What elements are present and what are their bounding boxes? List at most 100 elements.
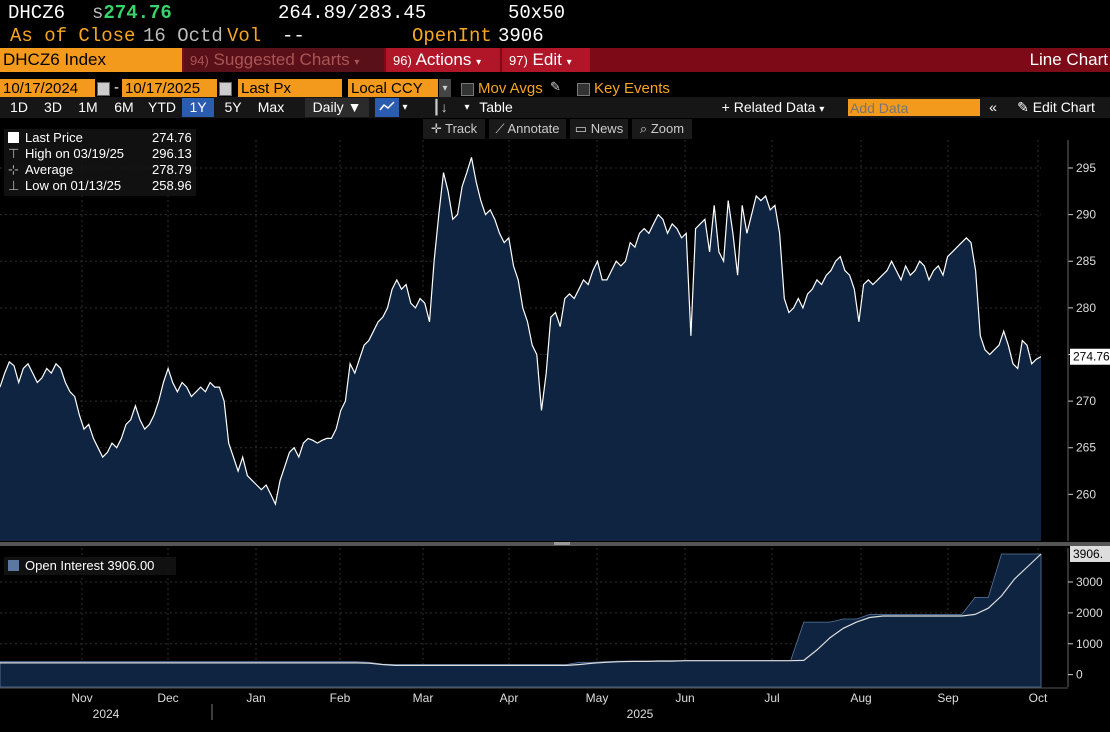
- legend-row-avg: ⊹ Average 278.79: [8, 162, 194, 178]
- period-button-6m[interactable]: 6M: [114, 99, 134, 115]
- price-tick-label: 260: [1076, 487, 1096, 501]
- news-label: News: [590, 121, 624, 136]
- legend-avg-value: 278.79: [152, 162, 192, 177]
- legend-low-label: Low on 01/13/25: [25, 178, 122, 193]
- edit-chart-button[interactable]: ✎ Edit Chart: [1008, 98, 1104, 117]
- price-line: [0, 157, 1042, 506]
- annotate-label: Annotate: [507, 121, 560, 136]
- track-tool[interactable]: ✛ Track: [423, 119, 485, 139]
- field-select[interactable]: Last Px: [238, 79, 342, 98]
- suggested-num: 94): [190, 53, 209, 68]
- x-tick-label: Dec: [157, 691, 178, 705]
- actions-button[interactable]: 96) Actions ▾: [386, 48, 500, 72]
- key-events-label: Key Events: [594, 80, 670, 97]
- oi-area-fill: [0, 553, 1042, 688]
- zoom-tool[interactable]: ⌕ Zoom: [632, 119, 692, 139]
- legend-high-value: 296.13: [152, 146, 192, 161]
- average-marker-icon: ⊹: [8, 162, 19, 177]
- x-tick-label: Feb: [330, 691, 351, 705]
- line-chart-icon[interactable]: [375, 98, 399, 117]
- bar-style-dropdown-icon[interactable]: ▾: [464, 102, 470, 113]
- last-price: s274.76: [92, 2, 172, 24]
- pencil-icon[interactable]: ✎: [550, 79, 561, 94]
- date-dash: -: [114, 79, 119, 96]
- chart-style-dropdown-icon[interactable]: ▾: [402, 102, 408, 113]
- legend-last-value: 274.76: [152, 130, 192, 145]
- period-button-1m[interactable]: 1M: [78, 99, 98, 115]
- period-button-1y[interactable]: 1Y: [182, 98, 214, 117]
- openint-label: OpenInt: [412, 25, 492, 47]
- related-data-label: Related Data: [733, 99, 816, 115]
- legend-high-label: High on 03/19/25: [25, 146, 125, 161]
- price-axis: 260265270275280285290295274.76: [0, 140, 1110, 546]
- suggested-charts-button[interactable]: 94) Suggested Charts ▾: [184, 48, 384, 72]
- oi-tick-label: 0: [1076, 668, 1083, 682]
- high-marker-icon: ⊤: [8, 146, 20, 161]
- start-date-field[interactable]: 10/17/2024: [0, 79, 95, 98]
- bar-chart-icon[interactable]: ┃↓: [432, 99, 448, 115]
- security-field[interactable]: DHCZ6 Index: [0, 48, 182, 72]
- period-button-3d[interactable]: 3D: [44, 99, 62, 115]
- price-tick-label: 285: [1076, 254, 1096, 268]
- x-tick-label: Nov: [71, 691, 92, 705]
- chart-type-title: Line Chart: [1029, 50, 1108, 69]
- x-tick-label: Jun: [675, 691, 694, 705]
- calendar-icon[interactable]: [97, 82, 110, 96]
- period-button-max[interactable]: Max: [257, 99, 285, 115]
- calendar-icon[interactable]: [219, 82, 232, 96]
- currency-select[interactable]: Local CCY: [348, 79, 438, 98]
- last-oi-marker-label: 3906.: [1073, 547, 1103, 561]
- period-button-5y[interactable]: 5Y: [224, 99, 242, 115]
- x-tick-label: Apr: [500, 691, 519, 705]
- x-tick-label: Oct: [1029, 691, 1048, 705]
- period-bar: [0, 97, 1110, 118]
- oi-tick-label: 3000: [1076, 575, 1103, 589]
- period-button-ytd[interactable]: YTD: [148, 99, 176, 115]
- vol-value: --: [282, 25, 305, 47]
- legend-avg-label: Average: [25, 162, 74, 177]
- last-oi-marker: [1070, 545, 1110, 562]
- vol-label: Vol: [227, 25, 262, 47]
- last-price-value: 274.76: [103, 2, 172, 24]
- price-tick-label: 295: [1076, 161, 1096, 175]
- key-events-checkbox[interactable]: [577, 83, 590, 96]
- actions-label: Actions: [415, 50, 472, 69]
- x-tick-label: Jan: [246, 691, 265, 705]
- currency-dropdown-icon[interactable]: ▾: [439, 79, 451, 98]
- year-label: 2024: [93, 707, 120, 721]
- annotate-tool[interactable]: ⟋ Annotate: [489, 119, 566, 139]
- year-label: 2025: [627, 707, 654, 721]
- related-data-button[interactable]: + Related Data ▾: [713, 98, 833, 117]
- x-tick-label: Jul: [764, 691, 779, 705]
- oi-tick-label: 2000: [1076, 606, 1103, 620]
- last-price-marker-label: 274.76: [1073, 350, 1110, 364]
- news-tool[interactable]: ▭ News: [570, 119, 628, 139]
- frequency-select[interactable]: Daily ▼: [305, 98, 369, 117]
- add-data-input[interactable]: [848, 99, 980, 116]
- track-label: Track: [445, 121, 478, 136]
- edit-button[interactable]: 97) Edit ▾: [502, 48, 590, 72]
- chevron-down-icon: ▾: [354, 57, 360, 68]
- legend-swatch-blue: [8, 560, 19, 571]
- edit-label: Edit: [532, 50, 562, 69]
- price-prefix: s: [92, 2, 104, 24]
- period-button-1d[interactable]: 1D: [10, 99, 28, 115]
- x-tick-label: Sep: [937, 691, 959, 705]
- legend-row-low: ⊥ Low on 01/13/25 258.96: [8, 178, 194, 194]
- panel-resize-handle: [554, 542, 570, 545]
- as-of-label: As of Close: [10, 25, 136, 47]
- price-tick-label: 280: [1076, 301, 1096, 315]
- price-tick-label: 265: [1076, 441, 1096, 455]
- collapse-icon[interactable]: «: [989, 99, 997, 115]
- x-axis: Nov Dec Jan Feb Mar Apr May Jun Jul Aug Sep Oct 2024…: [0, 687, 1068, 721]
- table-button[interactable]: Table: [479, 99, 513, 115]
- end-date-field[interactable]: 10/17/2025: [122, 79, 217, 98]
- edit-num: 97): [509, 53, 528, 68]
- plus-icon: +: [721, 99, 730, 115]
- caret-down-icon: ▼: [347, 99, 362, 115]
- frequency-label: Daily: [312, 99, 344, 115]
- mov-avgs-checkbox[interactable]: [461, 83, 474, 96]
- chevron-down-icon: ▾: [476, 57, 482, 68]
- x-tick-label: May: [586, 691, 609, 705]
